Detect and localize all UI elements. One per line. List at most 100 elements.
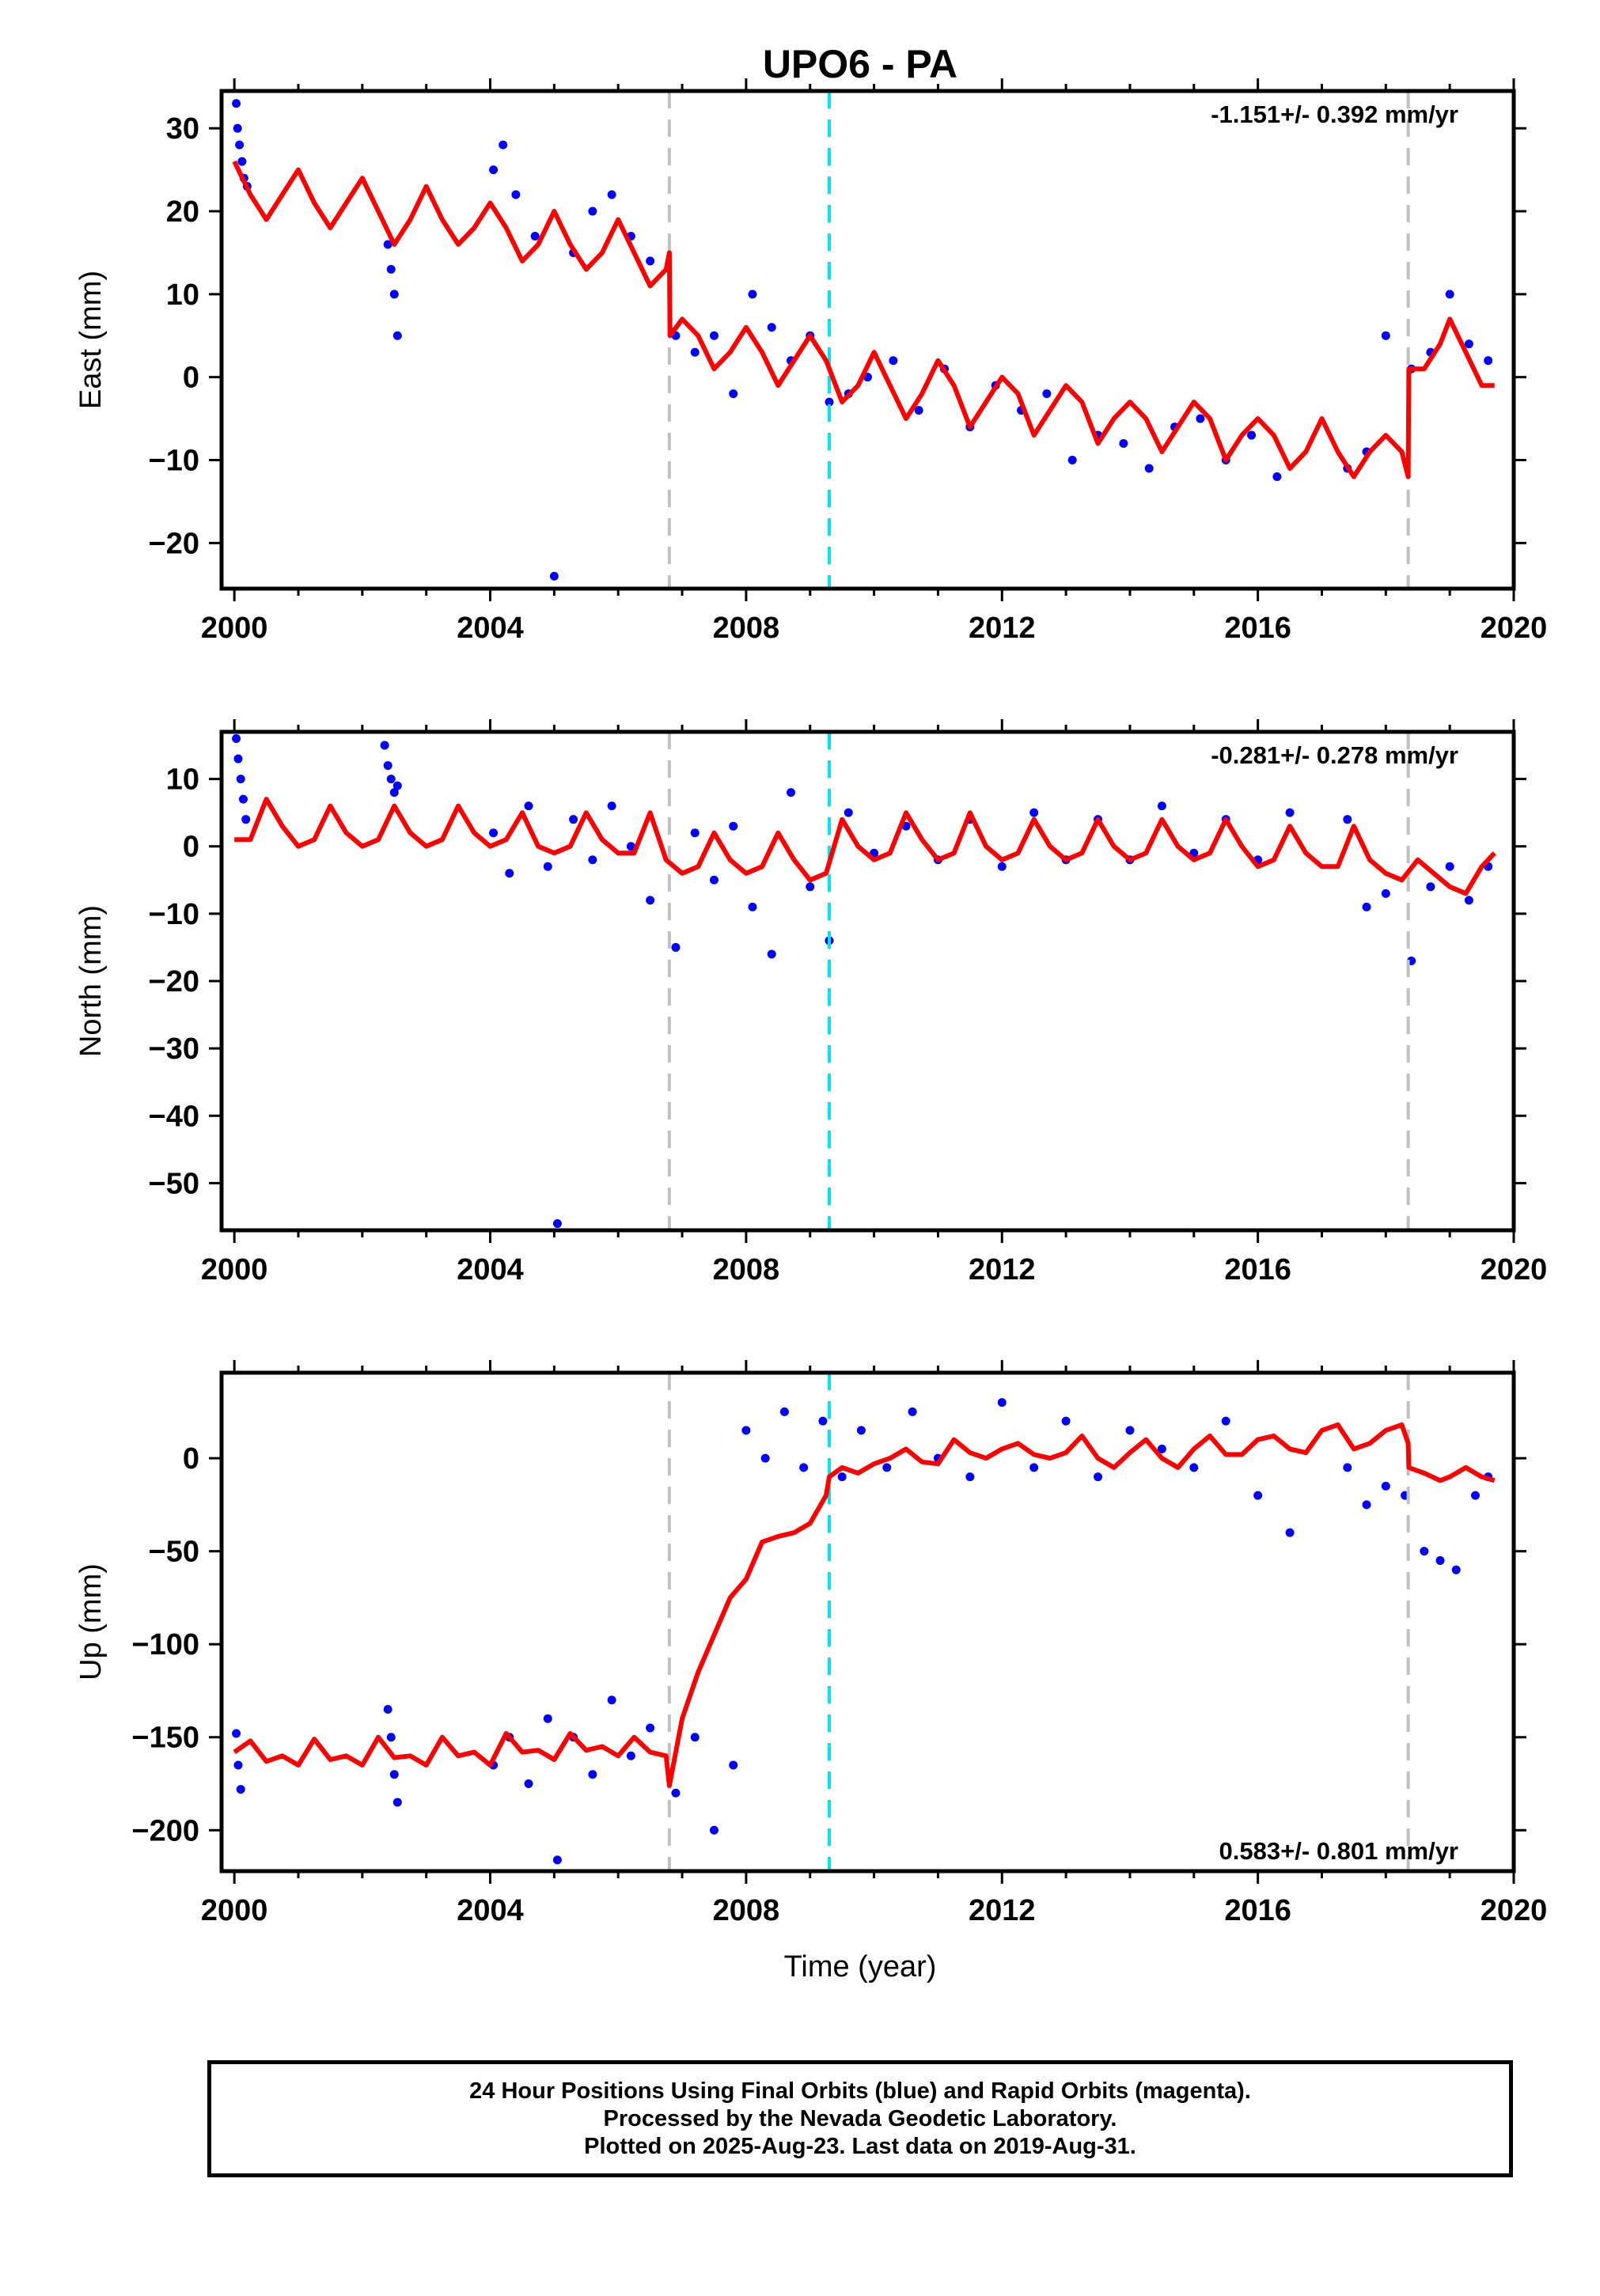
data-point — [524, 1779, 533, 1789]
data-point — [552, 1855, 562, 1865]
data-point — [1285, 1528, 1295, 1537]
data-point — [1029, 808, 1039, 817]
data-point — [837, 1472, 847, 1482]
y-tick-label: −50 — [149, 1536, 199, 1569]
data-point — [392, 331, 402, 340]
data-point — [380, 741, 389, 750]
data-point — [799, 1463, 809, 1472]
data-point — [1464, 896, 1473, 905]
data-point — [386, 264, 396, 274]
data-point — [690, 347, 700, 357]
y-tick-label: −10 — [149, 445, 199, 478]
data-point — [1381, 331, 1390, 340]
data-point — [889, 356, 898, 366]
data-point — [729, 821, 738, 831]
data-point — [1067, 456, 1077, 465]
y-tick-label: 0 — [183, 831, 199, 864]
data-point — [549, 571, 559, 581]
x-tick-label: 2008 — [713, 1894, 780, 1927]
x-tick-label: 2016 — [1224, 1253, 1291, 1286]
data-point — [588, 855, 597, 865]
data-point — [386, 1733, 396, 1742]
data-point — [489, 828, 499, 838]
data-point — [1189, 1463, 1199, 1472]
y-tick-label: −20 — [149, 965, 199, 998]
data-point — [607, 190, 616, 199]
data-point — [383, 761, 392, 771]
plot-area-0 — [232, 91, 1495, 589]
data-point — [235, 140, 245, 150]
data-point — [232, 1729, 241, 1738]
y-axis-label: North (mm) — [74, 905, 108, 1057]
data-point — [569, 815, 578, 824]
data-point — [748, 902, 757, 911]
data-point — [626, 842, 635, 851]
data-point — [1464, 339, 1473, 349]
data-point — [232, 99, 241, 108]
data-point — [233, 123, 242, 133]
data-point — [505, 869, 514, 878]
data-point — [499, 140, 508, 150]
data-point — [1157, 801, 1166, 811]
up-panel: 2000 2004 2008 2012 2016 2020 0 −50 −100 −150 −200… — [74, 1360, 1547, 1927]
data-point — [552, 1218, 562, 1228]
data-point — [1272, 472, 1282, 481]
x-tick-label: 2004 — [457, 1894, 524, 1927]
y-axis-label: East (mm) — [74, 271, 108, 409]
y-tick-label: −100 — [131, 1628, 199, 1661]
data-point — [1435, 1555, 1445, 1565]
data-point — [233, 1760, 243, 1770]
caption-line-3: Plotted on 2025-Aug-23. Last data on 201… — [584, 2133, 1136, 2159]
data-point — [236, 775, 245, 784]
x-tick-label: 2004 — [457, 1253, 524, 1286]
data-point — [709, 1825, 718, 1835]
y-axis-label: Up (mm) — [74, 1563, 108, 1680]
data-point — [1042, 389, 1052, 399]
x-tick-label: 2008 — [713, 612, 780, 645]
y-tick-label: 0 — [183, 1442, 199, 1476]
data-point — [236, 1785, 245, 1794]
data-point — [1451, 1565, 1461, 1574]
y-tick-label: 20 — [166, 195, 199, 229]
data-point — [543, 1714, 552, 1723]
y-tick-label: −40 — [149, 1100, 199, 1133]
data-point — [806, 882, 815, 892]
data-point — [607, 1695, 616, 1705]
x-tick-label: 2012 — [969, 612, 1036, 645]
data-point — [524, 801, 533, 811]
x-tick-label: 2020 — [1481, 1894, 1548, 1927]
model-line — [234, 797, 1496, 896]
data-point — [1157, 1444, 1166, 1453]
data-point — [1381, 1481, 1390, 1491]
data-point — [233, 754, 243, 763]
x-tick-label: 2004 — [457, 612, 524, 645]
data-point — [748, 290, 757, 299]
caption-box: 24 Hour Positions Using Final Orbits (bl… — [207, 2060, 1513, 2177]
data-point — [729, 1760, 738, 1770]
x-tick-label: 2012 — [969, 1253, 1036, 1286]
data-point — [844, 808, 853, 817]
data-point — [741, 1426, 751, 1435]
data-point — [511, 190, 521, 199]
data-point — [646, 256, 655, 266]
data-point — [1445, 862, 1454, 871]
data-point — [1144, 464, 1154, 473]
plot-frame — [219, 89, 1516, 591]
x-tick-label: 2012 — [969, 1894, 1036, 1927]
data-point — [997, 1398, 1007, 1408]
data-point — [709, 875, 718, 885]
data-point — [588, 1770, 597, 1779]
x-tick-label: 2008 — [713, 1253, 780, 1286]
data-point — [1343, 815, 1352, 824]
x-tick-label: 2020 — [1481, 612, 1548, 645]
data-point — [238, 794, 248, 804]
data-point — [1029, 1463, 1039, 1472]
data-point — [965, 1472, 975, 1482]
rate-annotation: -1.151+/- 0.392 mm/yr — [1211, 100, 1458, 128]
y-tick-label: −20 — [149, 527, 199, 560]
data-point — [392, 781, 402, 790]
data-point — [241, 815, 251, 824]
y-tick-label: 10 — [166, 763, 199, 797]
north-panel: 2000 2004 2008 2012 2016 2020 10 0 −10 −20 −30 −40 −… — [74, 719, 1547, 1286]
data-point — [908, 1407, 917, 1416]
